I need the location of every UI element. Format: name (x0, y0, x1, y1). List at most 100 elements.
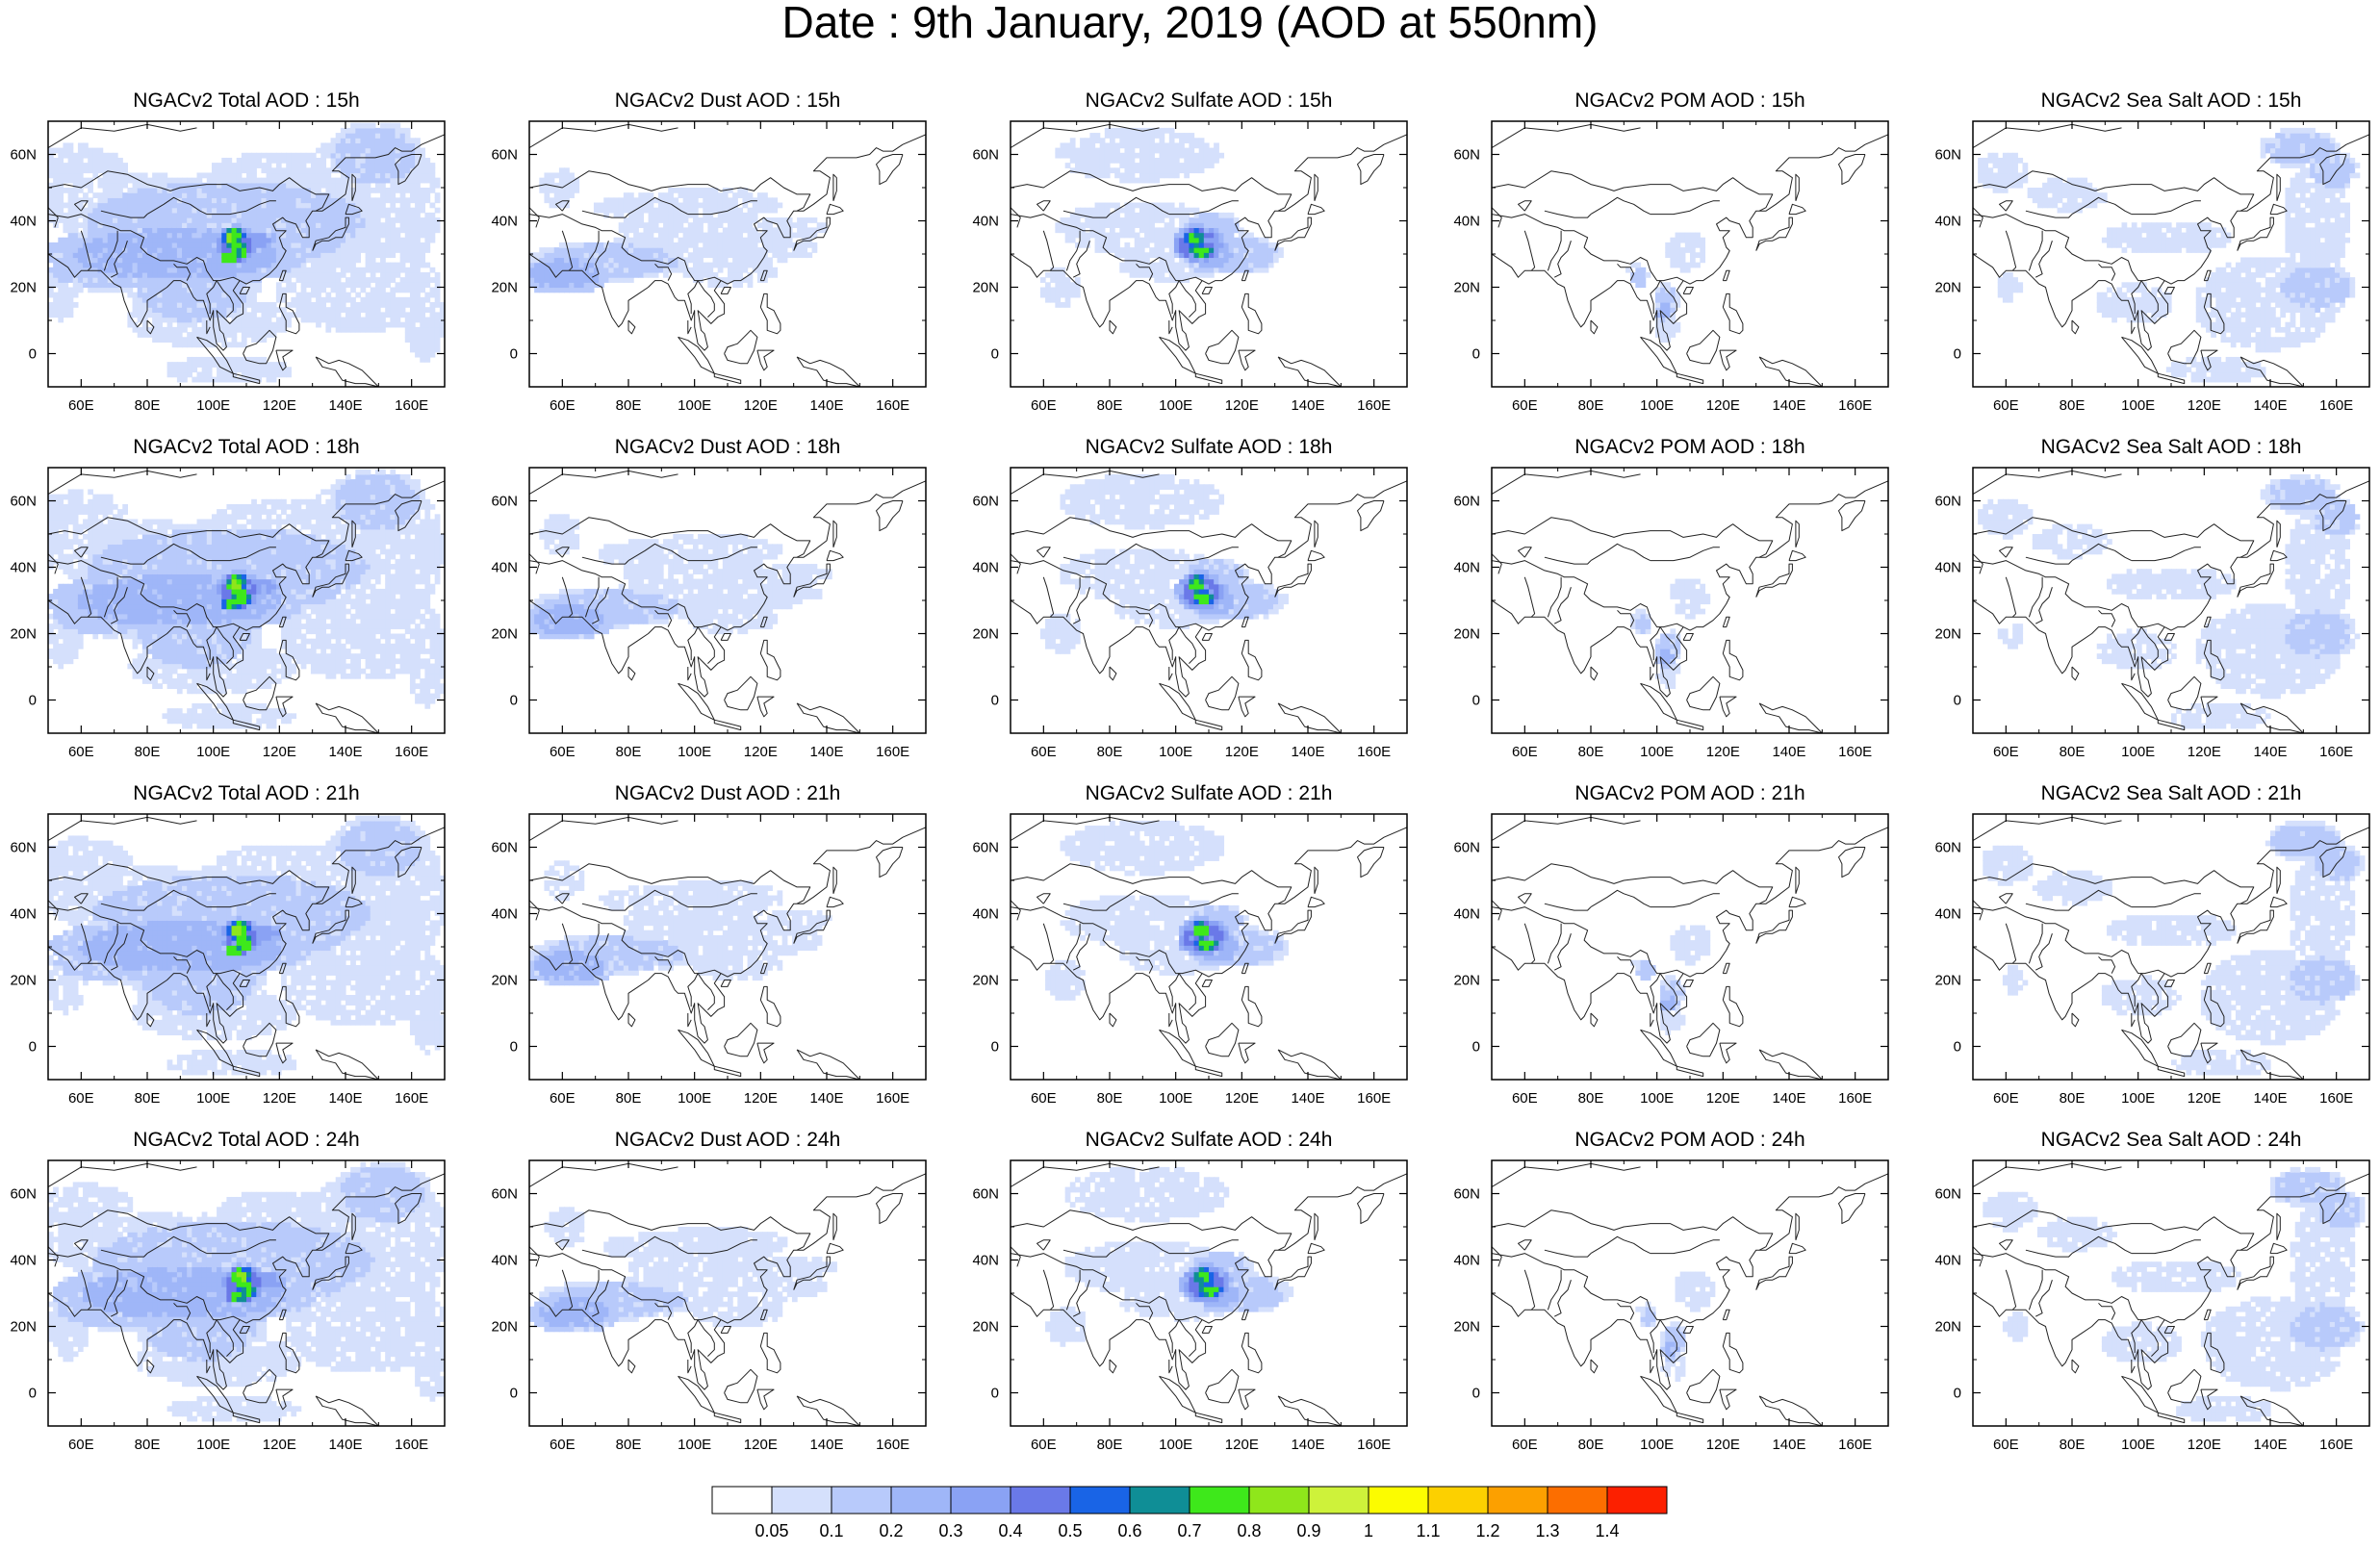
x-tick-label: 160E (2319, 744, 2353, 760)
x-tick-label: 60E (1512, 744, 1538, 760)
y-tick-label: 60N (491, 840, 518, 856)
colorbar-swatch (772, 1487, 832, 1514)
y-tick-label: 60N (10, 840, 37, 856)
x-tick-label: 140E (1291, 1090, 1324, 1107)
y-tick-label: 40N (1453, 906, 1480, 923)
x-tick-label: 160E (395, 1090, 428, 1107)
x-tick-label: 80E (616, 1090, 642, 1107)
x-tick-label: 80E (1097, 1090, 1123, 1107)
x-tick-label: 160E (1357, 744, 1391, 760)
y-tick-label: 60N (1934, 1186, 1961, 1203)
x-tick-label: 80E (1578, 1090, 1604, 1107)
x-tick-label: 100E (1159, 744, 1192, 760)
y-tick-label: 60N (1934, 494, 1961, 510)
x-tick-label: 120E (1225, 744, 1259, 760)
x-tick-label: 140E (2253, 1437, 2287, 1453)
x-tick-label: 120E (1225, 1090, 1259, 1107)
x-tick-label: 120E (744, 1437, 778, 1453)
y-tick-label: 0 (29, 1039, 37, 1056)
x-tick-label: 140E (328, 1090, 362, 1107)
x-tick-label: 80E (1097, 1437, 1123, 1453)
y-tick-label: 40N (1934, 214, 1961, 230)
x-tick-label: 60E (68, 1437, 94, 1453)
x-tick-label: 60E (1993, 1437, 2019, 1453)
x-tick-label: 80E (135, 1437, 161, 1453)
colorbar-swatch (1190, 1487, 1249, 1514)
y-tick-label: 60N (1453, 494, 1480, 510)
x-tick-label: 80E (2060, 397, 2086, 414)
panel-title: NGACv2 POM AOD : 15h (1434, 90, 1946, 112)
y-tick-label: 0 (991, 1039, 999, 1056)
x-tick-label: 80E (1097, 397, 1123, 414)
x-tick-label: 160E (2319, 1090, 2353, 1107)
x-tick-label: 60E (550, 1090, 576, 1107)
x-tick-label: 140E (1772, 397, 1805, 414)
y-tick-label: 20N (972, 973, 999, 989)
panel-title: NGACv2 Dust AOD : 21h (472, 783, 984, 804)
y-tick-label: 60N (10, 1186, 37, 1203)
x-tick-label: 80E (1578, 744, 1604, 760)
x-tick-label: 140E (1772, 1437, 1805, 1453)
x-tick-label: 60E (1512, 397, 1538, 414)
y-tick-label: 0 (1472, 1039, 1480, 1056)
x-tick-label: 160E (876, 1090, 909, 1107)
panel-title: NGACv2 Dust AOD : 24h (472, 1130, 984, 1151)
panel-title: NGACv2 Sea Salt AOD : 24h (1915, 1130, 2380, 1151)
x-tick-label: 100E (2121, 1437, 2155, 1453)
x-tick-label: 140E (2253, 744, 2287, 760)
x-tick-label: 100E (196, 397, 230, 414)
colorbar-label: 1.2 (1475, 1521, 1499, 1540)
y-tick-label: 40N (1453, 214, 1480, 230)
y-tick-label: 60N (972, 494, 999, 510)
panel-title: NGACv2 Dust AOD : 15h (472, 90, 984, 112)
y-tick-label: 20N (491, 1319, 518, 1336)
x-tick-label: 140E (1291, 397, 1324, 414)
y-tick-label: 0 (29, 346, 37, 363)
y-tick-label: 0 (1954, 1386, 1961, 1402)
colorbar-label: 1.4 (1595, 1521, 1619, 1540)
panel-title: NGACv2 Dust AOD : 18h (472, 437, 984, 458)
y-tick-label: 40N (1453, 1253, 1480, 1269)
x-tick-label: 80E (2060, 1437, 2086, 1453)
y-tick-label: 40N (972, 214, 999, 230)
x-tick-label: 120E (263, 1090, 296, 1107)
colorbar-label: 0.1 (819, 1521, 843, 1540)
x-tick-label: 160E (1838, 1437, 1872, 1453)
y-tick-label: 40N (10, 560, 37, 576)
x-tick-label: 60E (1031, 744, 1057, 760)
panel-title: NGACv2 Total AOD : 21h (0, 783, 502, 804)
colorbar-swatch (1070, 1487, 1130, 1514)
colorbar-swatch (1130, 1487, 1190, 1514)
y-tick-label: 0 (1472, 1386, 1480, 1402)
colorbar-label: 0.7 (1177, 1521, 1201, 1540)
x-tick-label: 140E (328, 1437, 362, 1453)
y-tick-label: 60N (972, 1186, 999, 1203)
x-tick-label: 160E (1357, 1090, 1391, 1107)
x-tick-label: 60E (1993, 744, 2019, 760)
y-tick-label: 20N (1453, 280, 1480, 296)
panel-title: NGACv2 Sea Salt AOD : 21h (1915, 783, 2380, 804)
y-tick-label: 0 (991, 346, 999, 363)
x-tick-label: 120E (744, 1090, 778, 1107)
x-tick-label: 140E (2253, 1090, 2287, 1107)
x-tick-label: 80E (616, 744, 642, 760)
x-tick-label: 160E (2319, 1437, 2353, 1453)
y-tick-label: 20N (1934, 973, 1961, 989)
y-tick-label: 20N (972, 280, 999, 296)
x-tick-label: 80E (1097, 744, 1123, 760)
y-tick-label: 40N (1453, 560, 1480, 576)
y-tick-label: 40N (1934, 906, 1961, 923)
colorbar-swatch (1548, 1487, 1607, 1514)
